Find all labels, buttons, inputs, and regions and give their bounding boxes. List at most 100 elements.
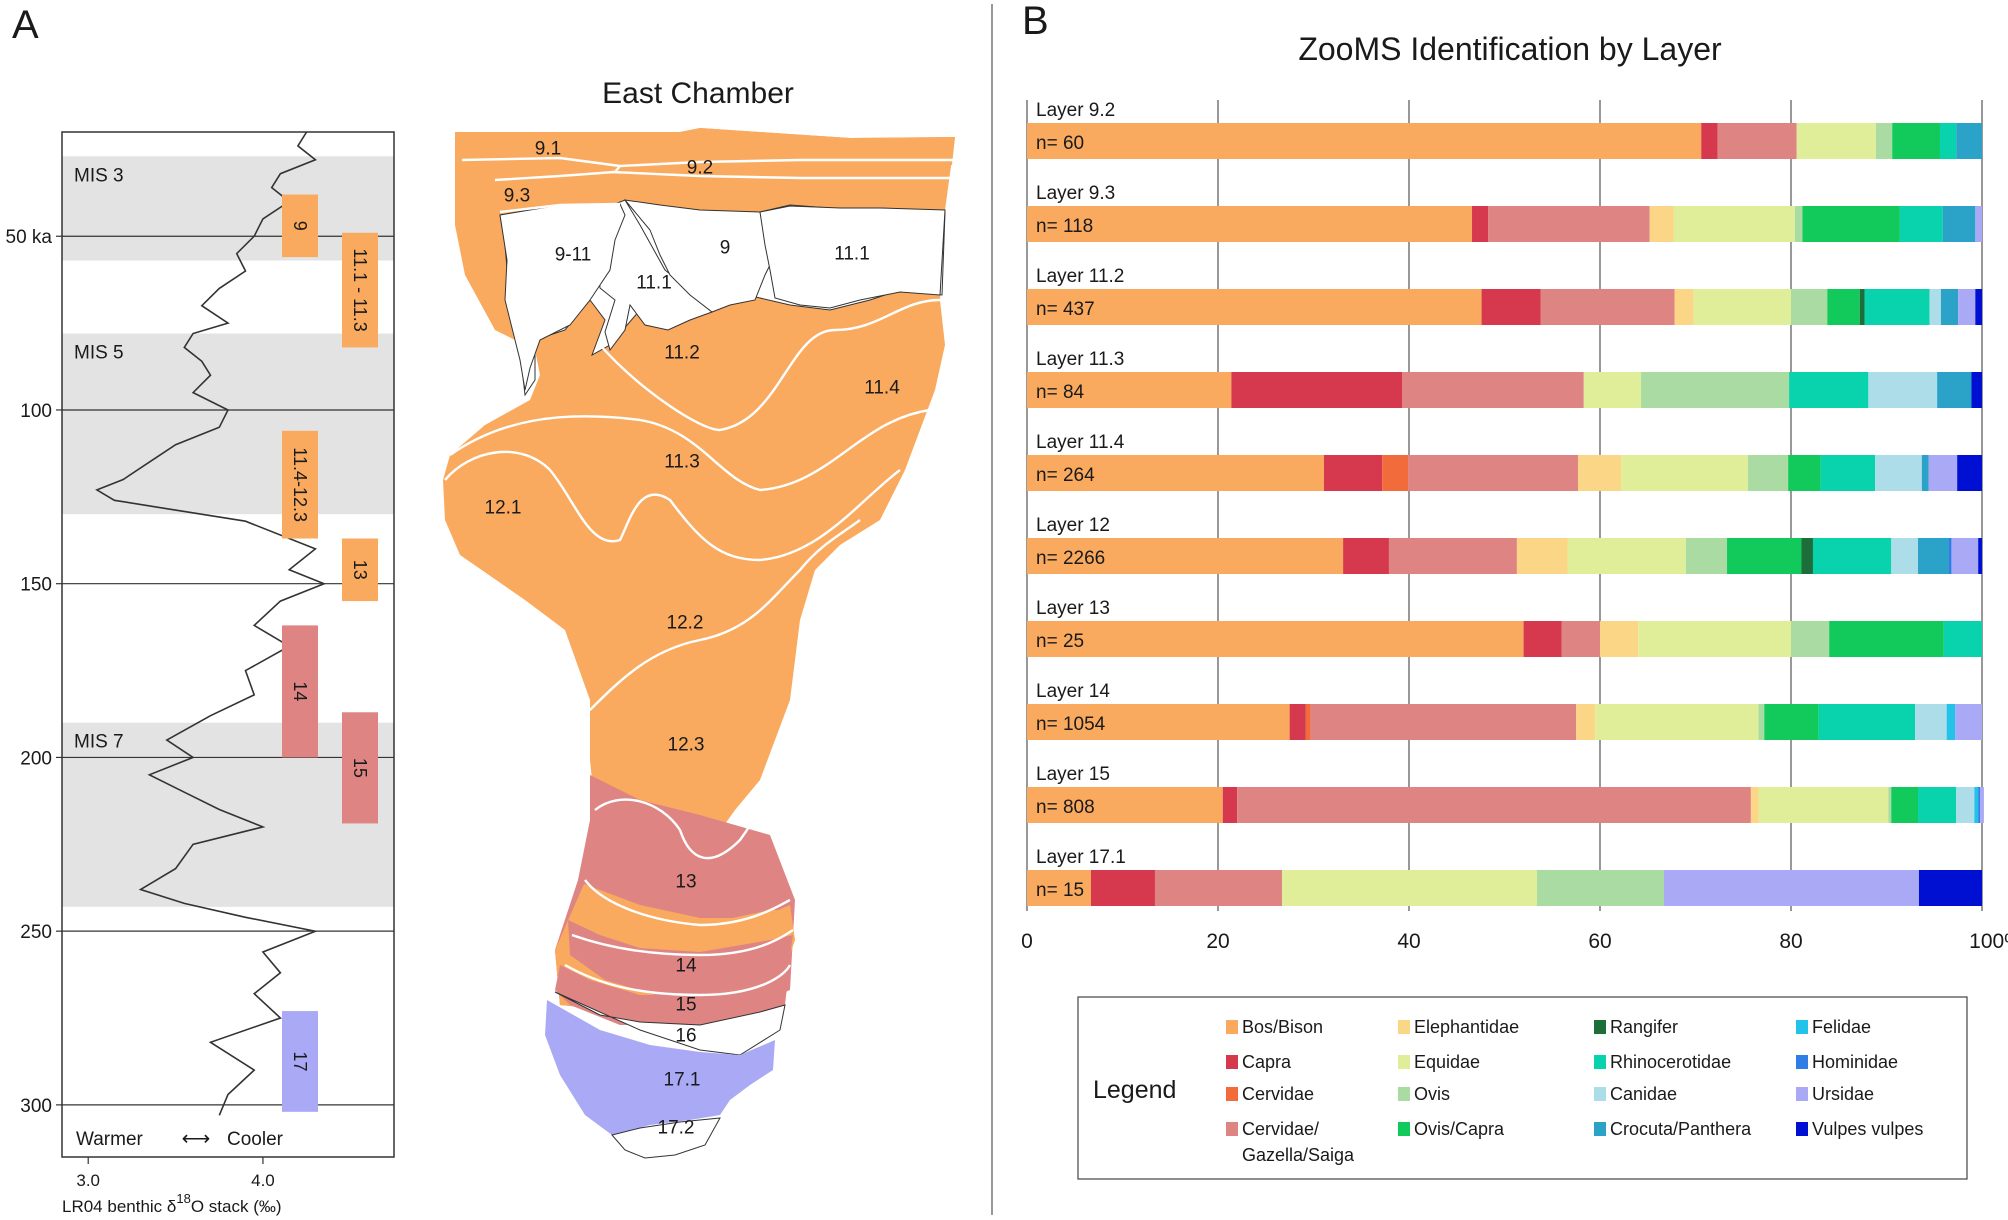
- bar-segment-capra: [1289, 704, 1306, 740]
- bar-segment-cervidae-gazella-saiga: [1402, 372, 1584, 408]
- chart-title: ZooMS Identification by Layer: [1298, 31, 1722, 67]
- lr04-y-tick-label: 300: [20, 1096, 52, 1117]
- bar-segment-bos-bison: [1027, 621, 1524, 657]
- bar-segment-elephantidae: [1578, 455, 1622, 491]
- zooms-x-ticks: 0 20 40 60 80 100%: [1021, 930, 2008, 953]
- bar-segment-bos-bison: [1027, 538, 1344, 574]
- bar-segment-canidae: [1956, 787, 1975, 823]
- layer-box-13: [342, 538, 378, 602]
- layer-box-label: 13: [350, 560, 370, 580]
- legend-label-crocuta-panthera: Crocuta/Panthera: [1610, 1119, 1752, 1139]
- layer-box-label: 15: [350, 758, 370, 778]
- bar-segment-capra: [1472, 206, 1489, 242]
- bar-segment-cervidae-gazella-saiga: [1561, 621, 1600, 657]
- bar-segment-ursidae: [1975, 206, 1982, 242]
- bar-segment-vulpes-vulpes: [1918, 870, 1982, 906]
- legend-label-bos-bison: Bos/Bison: [1242, 1017, 1323, 1037]
- zooms-stacked-bar-chart: Layer 9.2 n= 60 Layer 9.3 n= 118 Layer 11.2 n…: [1021, 100, 2008, 953]
- layer-n-label: n= 808: [1036, 797, 1095, 818]
- east-chamber-map: East Chamber: [443, 77, 955, 1159]
- legend-swatch-rhinocerotidae: [1594, 1055, 1606, 1069]
- map-label-12-1: 12.1: [485, 498, 522, 519]
- layer-box-label: 11.4-12.3: [290, 447, 310, 522]
- layer-name-label: Layer 9.2: [1036, 100, 1115, 121]
- legend-label-capra: Capra: [1242, 1052, 1292, 1072]
- layer-box-label: 14: [290, 681, 310, 701]
- layer-n-label: n= 118: [1036, 216, 1093, 237]
- layer-name-label: Layer 14: [1036, 681, 1110, 702]
- bar-segment-bos-bison: [1027, 704, 1290, 740]
- pink-strata-15: [555, 960, 790, 1025]
- bar-segment-rhinocerotidae: [1812, 538, 1892, 574]
- bar-segment-ovis: [1791, 289, 1828, 325]
- legend-swatch-canidae: [1594, 1087, 1606, 1101]
- lr04-y-ticks: 50 ka 100 150 200 250 300: [6, 227, 62, 1117]
- bar-segment-rhinocerotidae: [1818, 704, 1916, 740]
- bar-segment-bos-bison: [1027, 289, 1482, 325]
- map-label-9-2: 9.2: [687, 158, 713, 179]
- legend-items: Bos/Bison Capra Cervidae Cervidae/Elephanti…: [1226, 1017, 1923, 1139]
- bar-segment-elephantidae: [1600, 621, 1639, 657]
- bar-segment-bos-bison: [1027, 372, 1232, 408]
- stratum-11-1: [759, 205, 946, 309]
- bar-segment-cervidae: [1305, 704, 1311, 740]
- legend-label-elephantidae: Elephantidae: [1414, 1017, 1519, 1037]
- legend-swatch-cervidae-gazella-saiga: [1226, 1122, 1238, 1136]
- layer-box-15: [342, 712, 378, 824]
- warmer-label: Warmer: [76, 1129, 144, 1150]
- map-label-15: 15: [675, 995, 696, 1016]
- layer-name-label: Layer 13: [1036, 598, 1110, 619]
- bar-segment-elephantidae: [1516, 538, 1568, 574]
- double-arrow-icon: ⟷: [182, 1128, 211, 1150]
- bar-segment-canidae: [1868, 372, 1938, 408]
- map-label-11-2: 11.2: [664, 343, 700, 364]
- lr04-chart: 50 ka 100 150 200 250 300 MIS 3 MIS 5 MIS 7 9 11…: [6, 131, 395, 1216]
- legend-swatch-ovis: [1398, 1087, 1410, 1101]
- legend-swatch-crocuta-panthera: [1594, 1122, 1606, 1136]
- bar-segment-equidae: [1638, 621, 1791, 657]
- layer-n-label: n= 15: [1036, 880, 1084, 901]
- bar-segment-ovis: [1875, 123, 1893, 159]
- bar-segment-equidae: [1796, 123, 1876, 159]
- legend-swatch-hominidae: [1796, 1055, 1808, 1069]
- zooms-layer-labels: Layer 9.2 n= 60 Layer 9.3 n= 118 Layer 11.2 n…: [1036, 100, 1126, 901]
- bar-segment-ovis-capra: [1891, 787, 1919, 823]
- lr04-x-tick-label: 3.0: [76, 1171, 100, 1190]
- bar-segment-ovis: [1641, 372, 1790, 408]
- legend-label-ovis-capra: Ovis/Capra: [1414, 1119, 1505, 1139]
- bar-segment-cervidae: [1382, 455, 1409, 491]
- bar-segment-ovis: [1536, 870, 1664, 906]
- map-label-11-4: 11.4: [864, 378, 900, 399]
- bar-segment-ursidae: [1980, 787, 1984, 823]
- bar-segment-capra: [1324, 455, 1383, 491]
- bar-segment-bos-bison: [1027, 787, 1223, 823]
- map-label-16: 16: [675, 1026, 696, 1047]
- legend-label-vulpes-vulpes: Vulpes vulpes: [1812, 1119, 1923, 1139]
- bar-segment-ursidae: [1928, 455, 1958, 491]
- cooler-label: Cooler: [227, 1129, 284, 1150]
- legend-swatch-rangifer: [1594, 1020, 1606, 1034]
- map-labels: 9.1 9.2 9.3 9-11 11.1 9 11.1 11.2 11.4 11.3 12.1 12…: [485, 139, 901, 1139]
- lr04-y-tick-label: 50 ka: [6, 227, 53, 248]
- layer-box-9: [282, 194, 318, 258]
- bar-segment-ovis-capra: [1802, 206, 1900, 242]
- bar-segment-capra: [1523, 621, 1562, 657]
- stratum-17-2: [611, 1117, 721, 1159]
- mis-band-mis-3: [62, 156, 394, 261]
- mis-label-mis-7: MIS 7: [74, 732, 124, 753]
- bar-segment-cervidae-gazella-saiga: [1717, 123, 1797, 159]
- bar-segment-canidae: [1891, 538, 1919, 574]
- bar-segment-equidae: [1583, 372, 1642, 408]
- layer-n-label: n= 437: [1036, 299, 1095, 320]
- bar-segment-ovis-capra: [1829, 621, 1944, 657]
- legend-label-canidae: Canidae: [1610, 1084, 1677, 1104]
- lr04-x-ticks: 3.0 4.0: [76, 1157, 275, 1190]
- legend-label-ovis: Ovis: [1414, 1084, 1450, 1104]
- mis-label-mis-5: MIS 5: [74, 343, 124, 364]
- bar-segment-capra: [1701, 123, 1718, 159]
- bar-segment-rhinocerotidae: [1918, 787, 1957, 823]
- map-label-9-3: 9.3: [504, 186, 530, 207]
- bar-segment-vulpes-vulpes: [1975, 289, 1982, 325]
- stratum-16: [554, 991, 786, 1056]
